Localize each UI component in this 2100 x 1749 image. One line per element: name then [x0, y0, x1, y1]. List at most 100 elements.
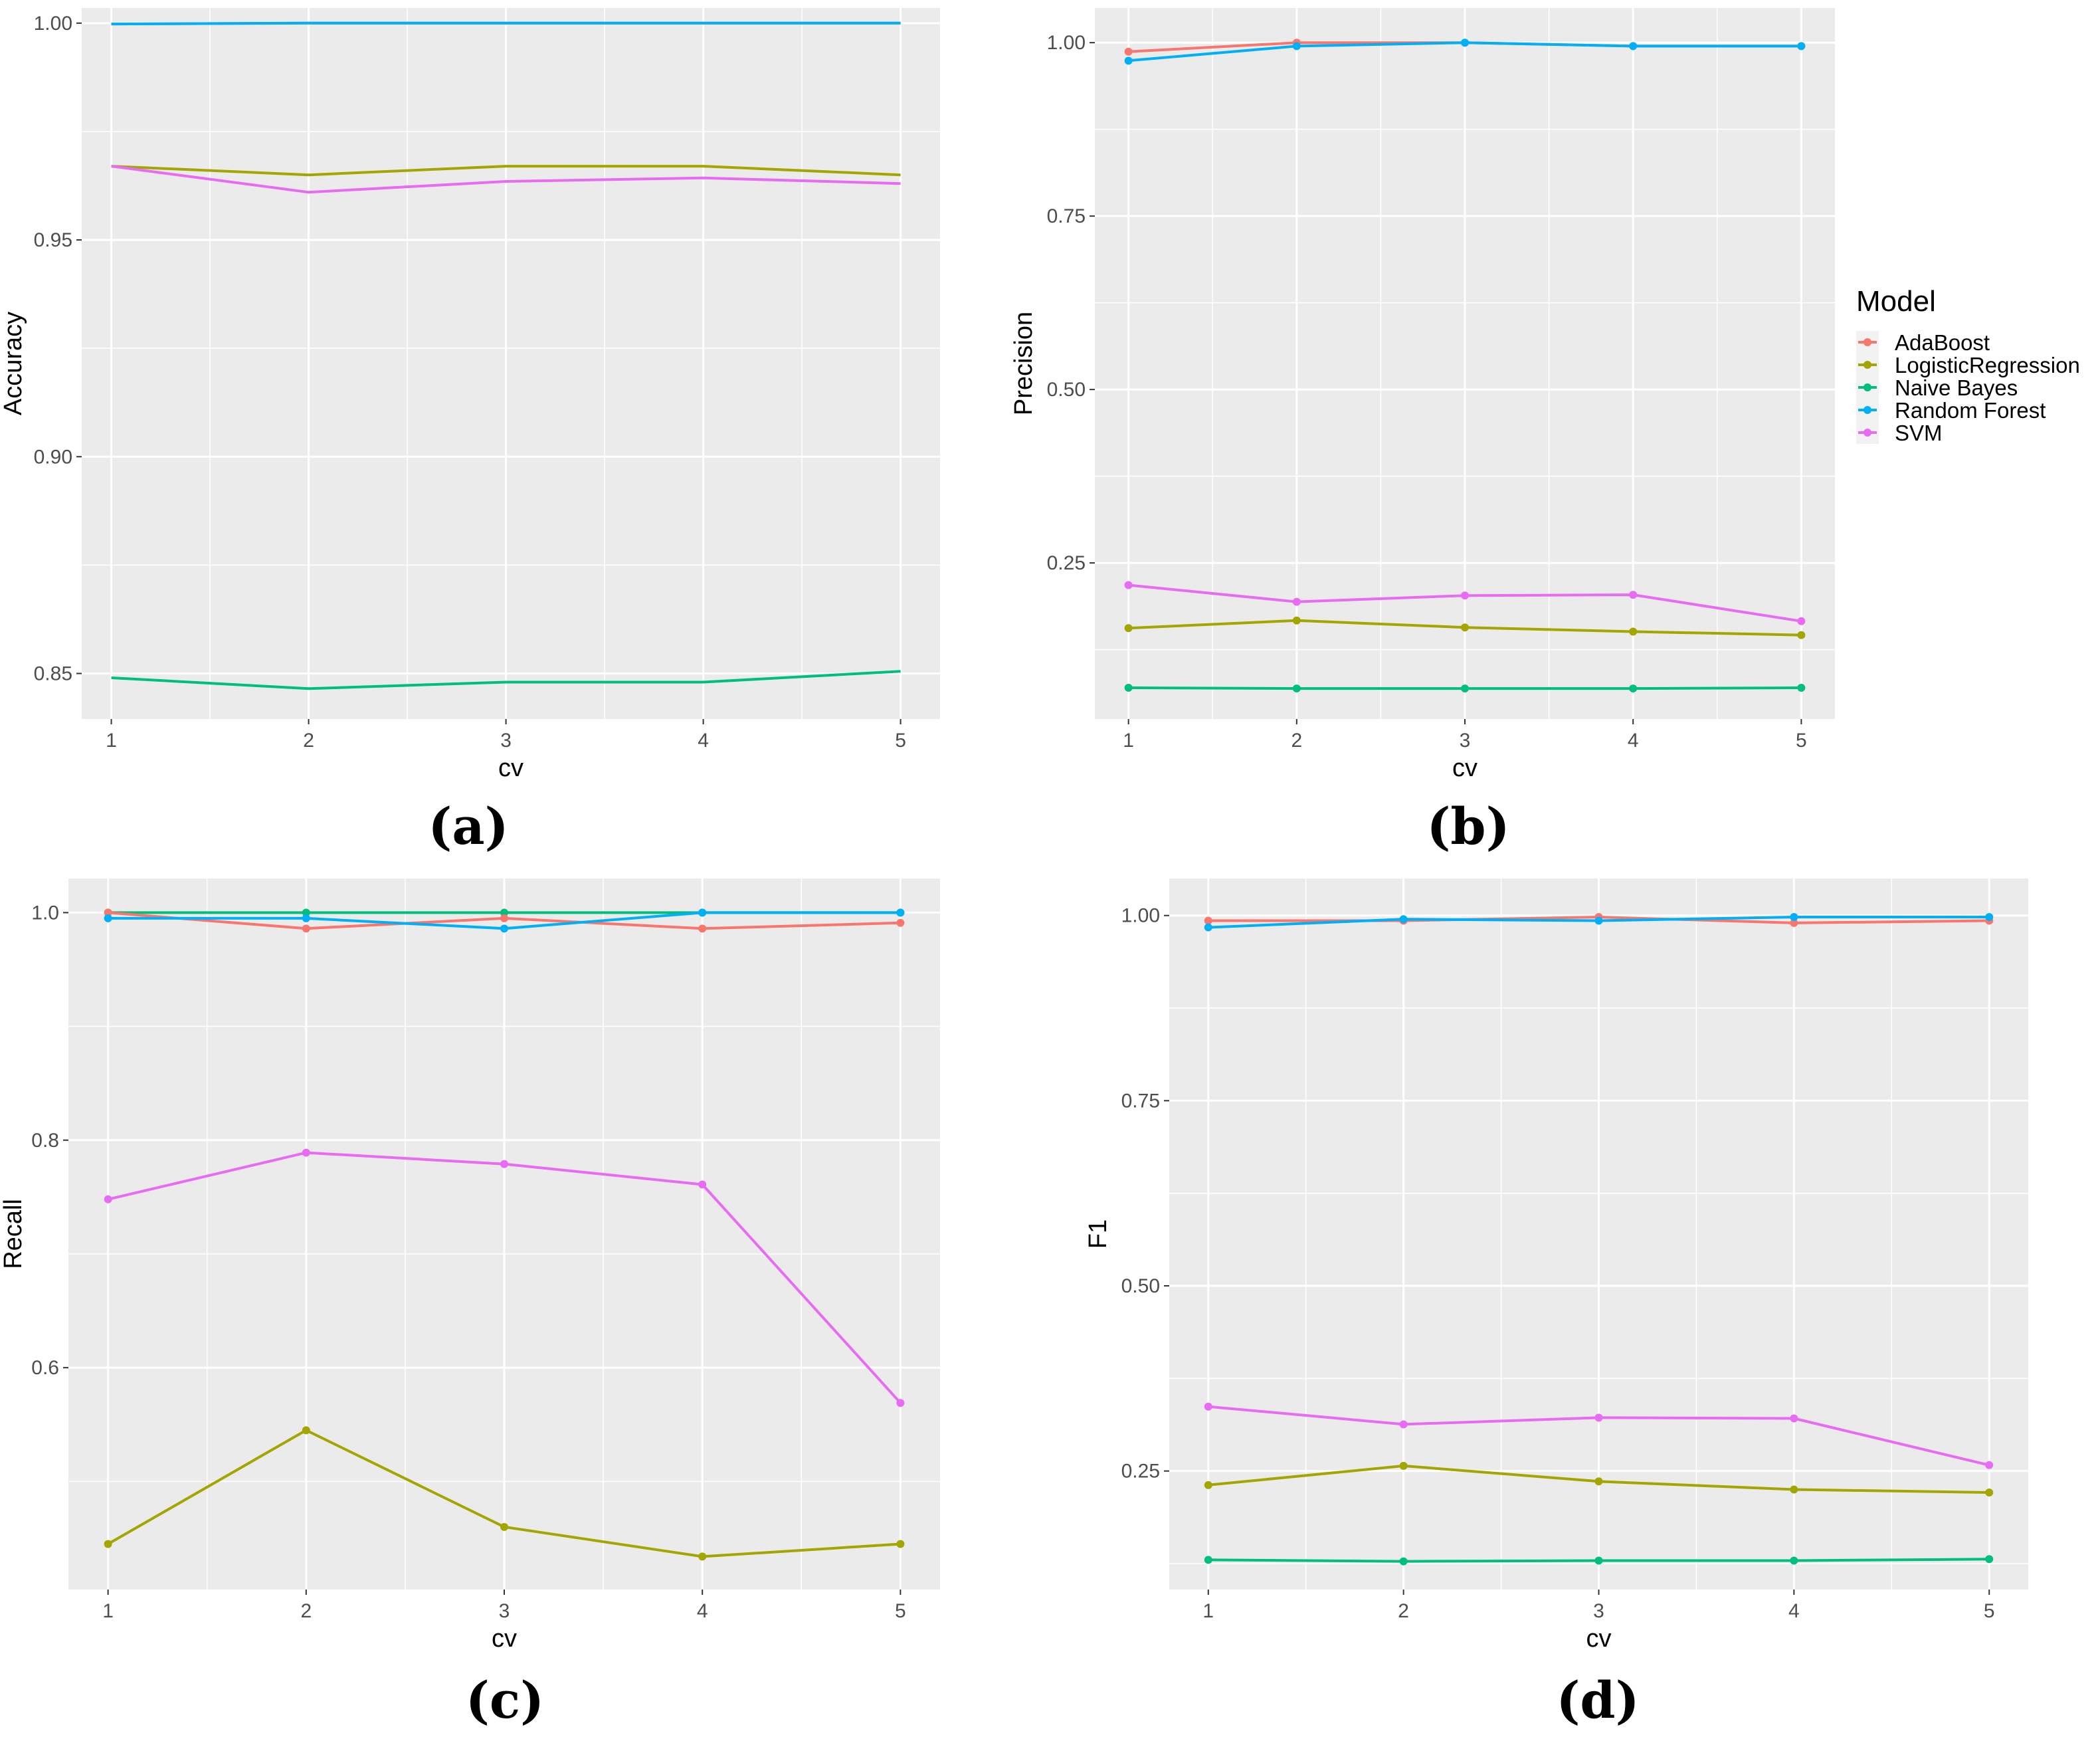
x-tick-label: 1	[106, 730, 117, 752]
legend-label: Random Forest	[1895, 398, 2046, 423]
data-point-svm	[1461, 591, 1469, 600]
data-point-logisticregression	[1985, 1488, 1994, 1496]
y-tick-label: 0.75	[1047, 205, 1086, 227]
data-point-naive-bayes	[1124, 684, 1133, 692]
y-tick-label: 0.6	[31, 1357, 59, 1379]
data-point-svm	[104, 1195, 112, 1203]
y-tick-label: 0.75	[1121, 1090, 1160, 1112]
data-point-logisticregression	[1594, 1477, 1603, 1486]
y-tick-label: 0.50	[1121, 1275, 1160, 1297]
y-tick-label: 1.00	[34, 13, 72, 35]
data-point-random-forest	[1985, 912, 1994, 921]
legend-item-logisticregression: LogisticRegression	[1856, 353, 2080, 377]
x-axis-label: cv	[1452, 754, 1478, 782]
x-tick-label: 1	[102, 1600, 114, 1622]
data-point-svm	[1594, 1413, 1603, 1422]
legend-key-point	[1863, 406, 1871, 414]
data-point-svm	[1985, 1461, 1994, 1469]
chart-panel-c: 0.6 0.8 1.0 1 2 3 4 5 cv Recall (c)	[0, 878, 940, 1730]
legend-label: Naive Bayes	[1895, 375, 2018, 400]
data-point-naive-bayes	[1461, 684, 1469, 693]
data-point-random-forest	[1629, 42, 1638, 51]
legend-label: LogisticRegression	[1895, 353, 2080, 377]
data-point-svm	[302, 1148, 310, 1157]
legend-key-point	[1863, 361, 1871, 369]
data-point-naive-bayes	[302, 908, 310, 917]
data-point-random-forest	[104, 914, 112, 922]
y-axis-label: Recall	[0, 1199, 27, 1269]
x-tick-label: 4	[1628, 730, 1639, 752]
x-tick-label: 1	[1202, 1600, 1214, 1622]
x-axis-label: cv	[492, 1625, 517, 1653]
data-point-naive-bayes	[1204, 1556, 1212, 1564]
data-point-logisticregression	[1797, 631, 1806, 639]
x-tick-label: 5	[895, 1600, 906, 1622]
data-point-random-forest	[896, 908, 905, 917]
x-tick-label: 4	[1788, 1600, 1800, 1622]
x-axis-label: cv	[498, 754, 524, 782]
chart-panel-d: 0.25 0.50 0.75 1.00 1 2 3 4 5 cv F1 (d)	[1084, 878, 2028, 1730]
data-point-random-forest	[1399, 915, 1408, 924]
y-tick-label: 0.50	[1047, 379, 1086, 401]
x-tick-label: 3	[500, 730, 512, 752]
data-point-random-forest	[500, 924, 508, 933]
data-point-logisticregression	[500, 1522, 508, 1531]
panel-label: (d)	[1556, 1671, 1639, 1730]
x-tick-label: 5	[1984, 1600, 1995, 1622]
series-line-naive-bayes	[111, 670, 901, 690]
data-point-adaboost	[302, 924, 310, 933]
data-point-random-forest	[698, 908, 707, 917]
x-tick-label: 2	[1291, 730, 1302, 752]
y-tick-label: 0.25	[1121, 1461, 1160, 1483]
legend-title: Model	[1856, 285, 1936, 318]
data-point-logisticregression	[1204, 1481, 1212, 1489]
x-axis-label: cv	[1586, 1625, 1612, 1653]
x-tick-label: 2	[300, 1600, 312, 1622]
y-tick-label: 0.85	[34, 663, 72, 684]
legend-key-point	[1863, 338, 1871, 346]
data-point-naive-bayes	[1292, 684, 1301, 693]
data-point-naive-bayes	[1797, 684, 1806, 692]
data-point-naive-bayes	[1985, 1555, 1994, 1564]
plot-background	[82, 8, 940, 719]
legend-label: SVM	[1895, 421, 1943, 445]
legend-key-point	[1863, 429, 1871, 437]
data-point-random-forest	[302, 914, 310, 922]
data-point-random-forest	[1797, 42, 1806, 51]
data-point-svm	[1797, 617, 1806, 625]
legend-item-naive-bayes: Naive Bayes	[1856, 375, 2018, 400]
data-point-logisticregression	[896, 1540, 905, 1548]
chart-panel-a: 0.85 0.90 0.95 1.00 1 2 3 4 5 cv Accuracy (a)	[0, 8, 940, 856]
data-point-adaboost	[500, 914, 508, 922]
series-line-svm	[111, 165, 901, 194]
data-point-naive-bayes	[1399, 1557, 1408, 1566]
data-point-svm	[698, 1180, 707, 1189]
x-tick-label: 1	[1123, 730, 1134, 752]
data-point-svm	[500, 1160, 508, 1168]
data-point-naive-bayes	[500, 908, 508, 917]
x-tick-label: 3	[1593, 1600, 1604, 1622]
data-point-adaboost	[698, 924, 707, 933]
x-tick-label: 5	[895, 730, 906, 752]
y-tick-label: 0.8	[31, 1130, 59, 1152]
data-point-logisticregression	[1790, 1485, 1798, 1494]
legend-label: AdaBoost	[1895, 330, 1990, 355]
x-tick-label: 3	[1460, 730, 1471, 752]
panel-label: (a)	[428, 797, 508, 856]
legend-item-svm: SVM	[1856, 421, 1943, 445]
data-point-logisticregression	[1124, 624, 1133, 633]
data-point-random-forest	[1594, 916, 1603, 925]
data-point-adaboost	[1124, 47, 1133, 56]
data-point-logisticregression	[1399, 1461, 1408, 1470]
data-point-random-forest	[1124, 56, 1133, 65]
data-point-naive-bayes	[1790, 1556, 1798, 1565]
data-point-svm	[1790, 1414, 1798, 1423]
data-point-svm	[896, 1399, 905, 1407]
y-axis-label: F1	[1084, 1219, 1112, 1249]
data-point-adaboost	[1790, 918, 1798, 927]
legend-key-point	[1863, 383, 1871, 391]
y-tick-label: 1.0	[31, 902, 59, 924]
data-point-logisticregression	[1461, 623, 1469, 632]
panel-label: (b)	[1426, 797, 1509, 856]
